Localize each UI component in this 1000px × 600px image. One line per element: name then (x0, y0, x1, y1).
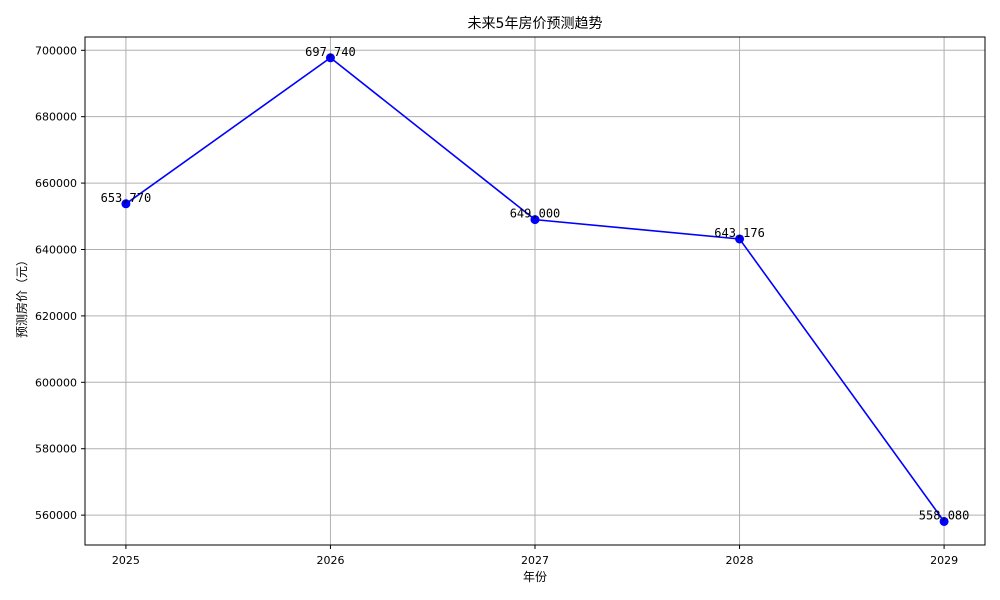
data-point (121, 199, 131, 209)
x-tick-label: 2028 (726, 554, 754, 567)
data-point (735, 234, 745, 244)
y-tick-label: 600000 (35, 376, 77, 389)
data-label: 649,000 (510, 207, 561, 221)
data-label: 643,176 (714, 226, 765, 240)
y-axis-label: 预测房价（元） (14, 254, 29, 338)
y-tick-label: 620000 (35, 310, 77, 323)
data-label: 653,770 (101, 191, 152, 205)
grid-lines (85, 37, 985, 545)
data-labels: 653,770 697,740 649,000 643,176 558,080 (101, 45, 970, 523)
data-point (325, 53, 335, 63)
y-tick-label: 680000 (35, 111, 77, 124)
x-tick-label: 2029 (930, 554, 958, 567)
chart-title: 未来5年房价预测趋势 (468, 16, 603, 32)
x-tick-label: 2026 (316, 554, 344, 567)
data-point (939, 516, 949, 526)
y-tick-label: 640000 (35, 243, 77, 256)
series-layer (121, 53, 949, 526)
y-tick-label: 700000 (35, 44, 77, 57)
x-tick-label: 2025 (112, 554, 140, 567)
x-tick-label: 2027 (521, 554, 549, 567)
y-tick-label: 660000 (35, 177, 77, 190)
axis-ticks: 2025 2026 2027 2028 2029 560000 580000 600000 62… (35, 44, 958, 567)
data-label: 558,080 (919, 508, 970, 522)
data-point (530, 215, 540, 225)
y-tick-label: 580000 (35, 443, 77, 456)
y-tick-label: 560000 (35, 509, 77, 522)
data-label: 697,740 (305, 45, 356, 59)
x-axis-label: 年份 (523, 570, 547, 584)
